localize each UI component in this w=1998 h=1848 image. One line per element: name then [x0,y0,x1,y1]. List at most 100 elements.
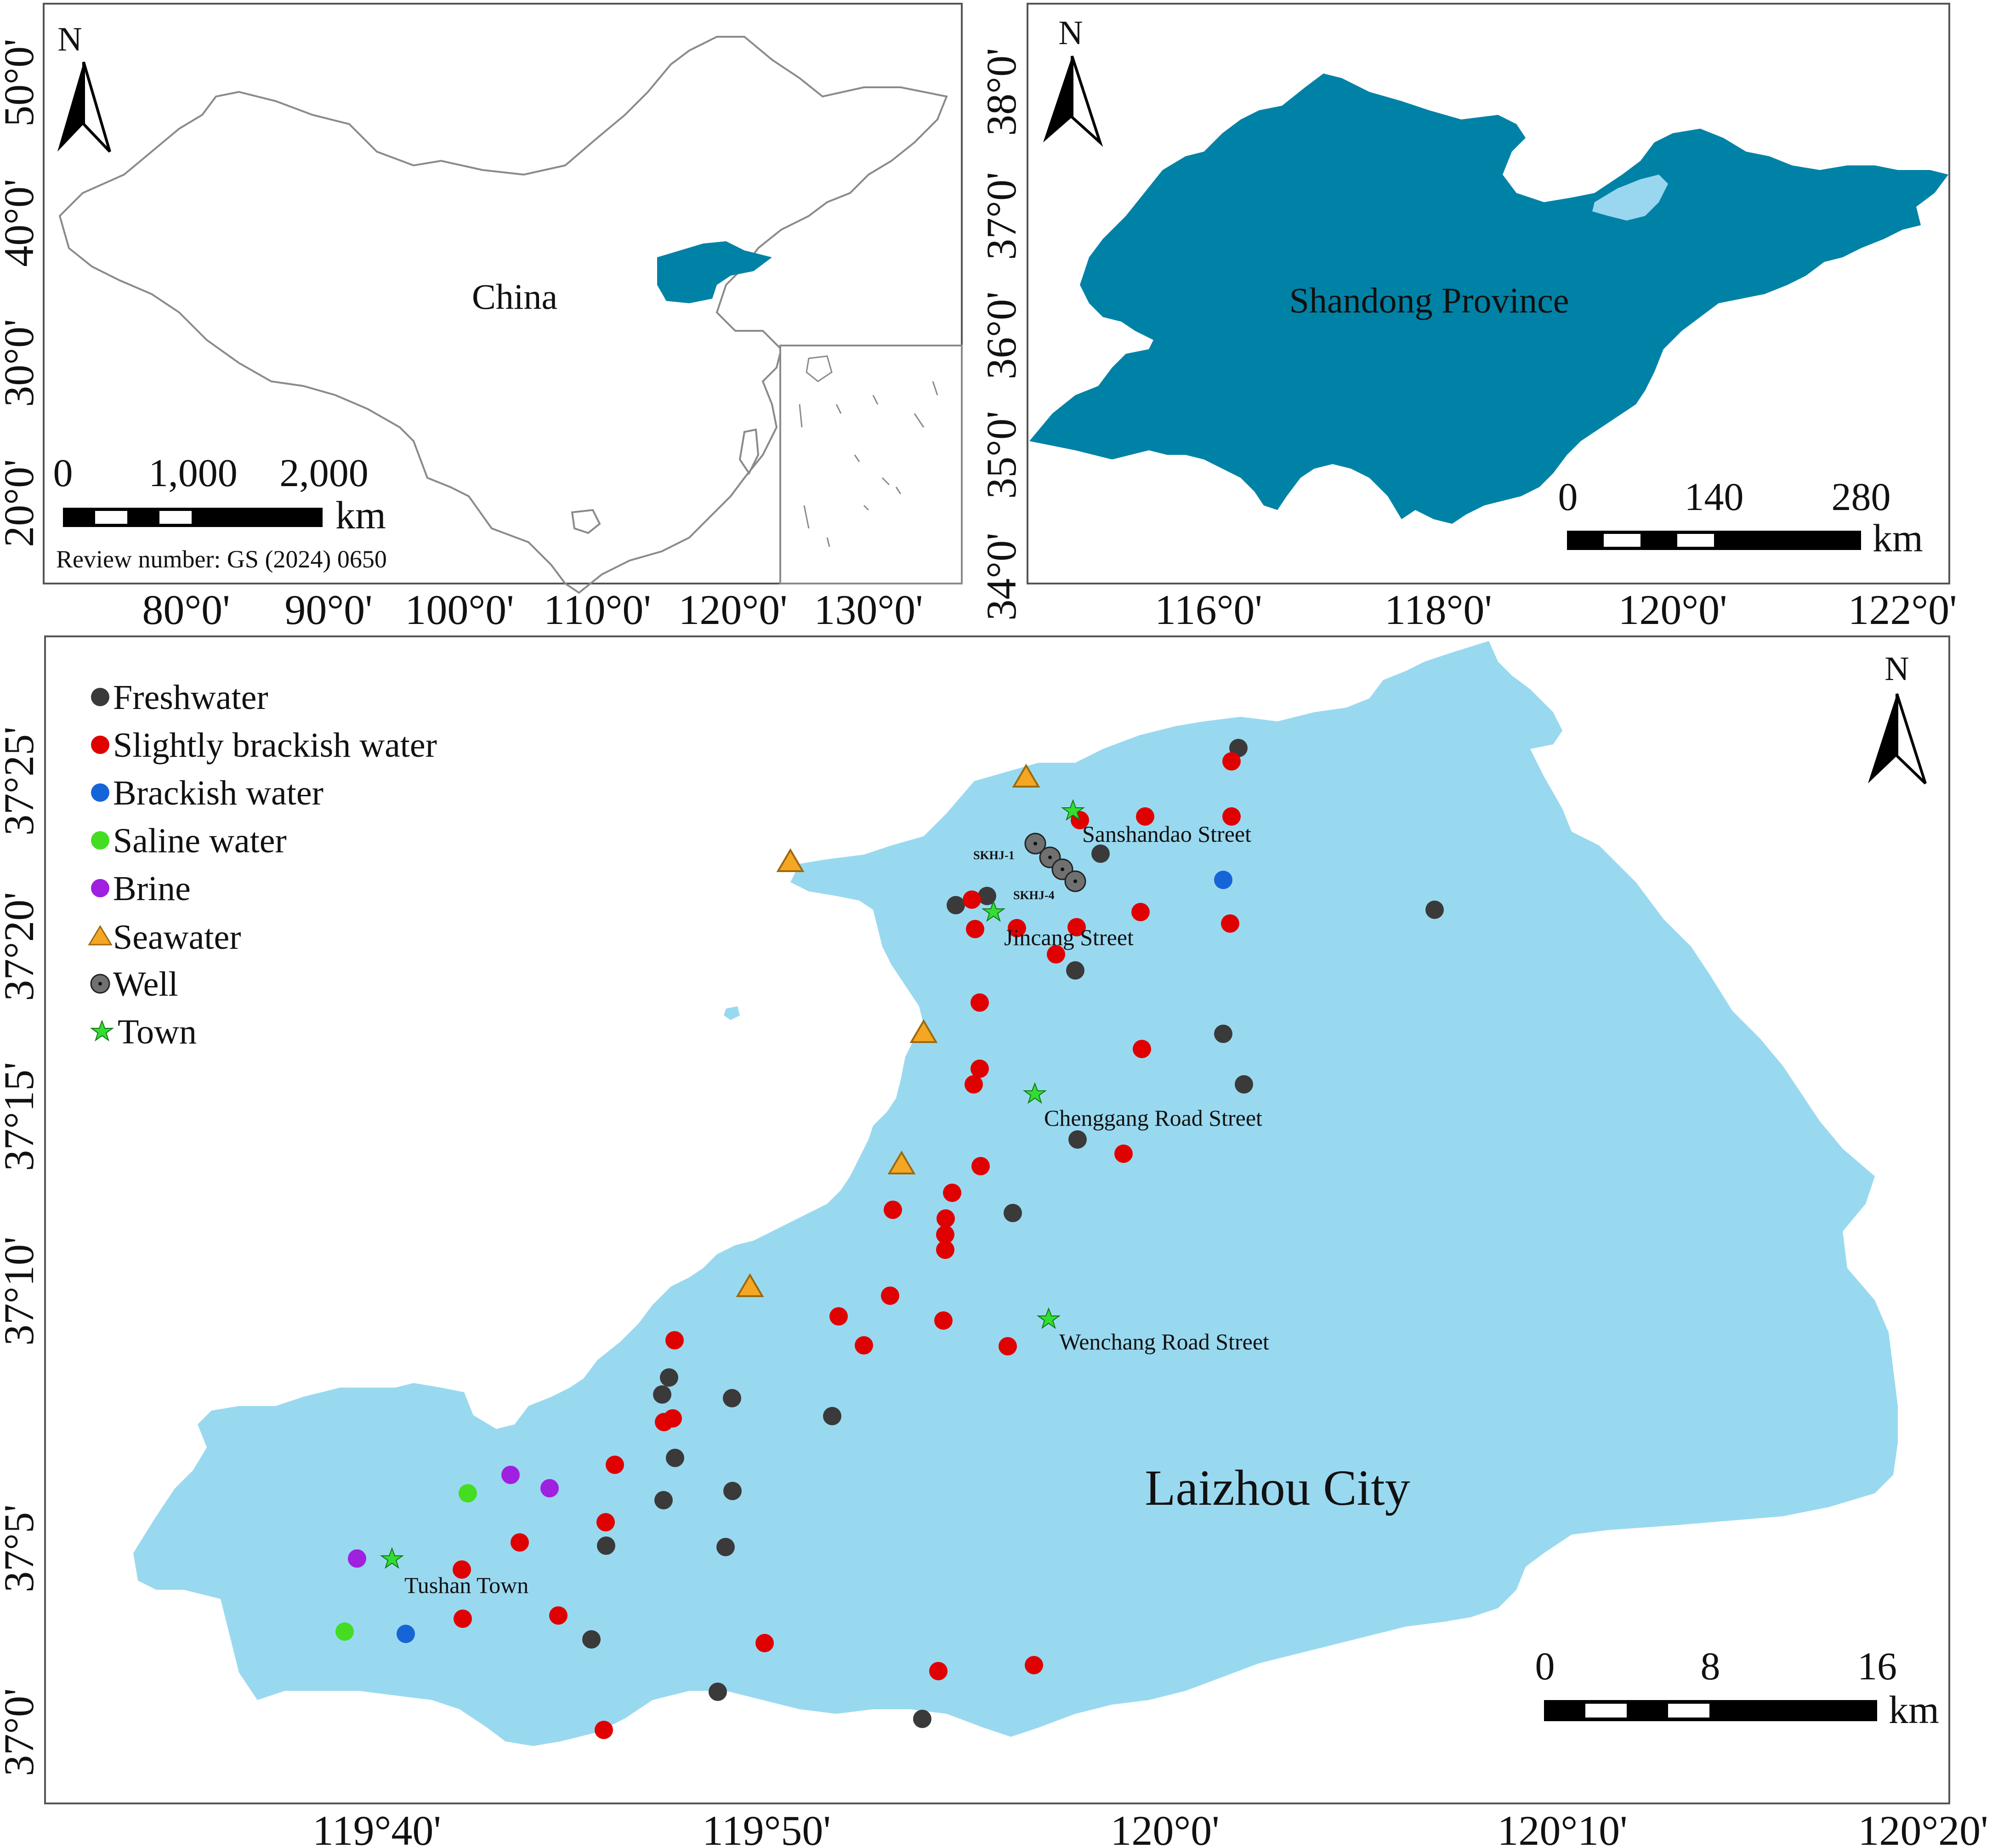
shandong-lat-ticks: 38°0' 37°0' 36°0' 35°0' 34°0' [978,48,1025,620]
laizhou-lat-tick: 37°10' [0,1236,42,1345]
legend-slightly-brackish-marker [91,736,109,754]
china-lon-tick: 100°0' [405,586,514,633]
slightly-brackish-point [971,1060,989,1078]
freshwater-point [1066,961,1084,980]
shandong-lat-tick: 37°0' [978,172,1025,260]
freshwater-point [716,1538,735,1556]
laizhou-lon-tick: 119°50' [702,1807,831,1848]
town-label-tushan: Tushan Town [404,1572,528,1598]
slightly-brackish-point [549,1606,568,1625]
freshwater-point [1425,901,1444,919]
laizhou-lat-ticks: 37°25' 37°20' 37°15' 37°10' 37°5' 37°0' [0,726,42,1776]
slightly-brackish-point [1222,752,1241,771]
freshwater-point [660,1368,678,1387]
slightly-brackish-point [1114,1145,1133,1163]
well-label-skhj-1: SKHJ-1 [973,849,1015,862]
legend-saline-marker [91,831,109,850]
shandong-scale-1: 140 [1685,475,1744,519]
legend-well-dot [98,982,102,986]
slightly-brackish-point [1047,945,1065,964]
town-label-wenchang: Wenchang Road Street [1059,1329,1269,1355]
seawater-point [736,1273,764,1297]
slightly-brackish-point [936,1225,954,1244]
shandong-scale-0: 0 [1558,475,1578,519]
freshwater-point [978,887,996,905]
china-shandong-highlight [657,241,772,303]
slightly-brackish-point [1025,1656,1043,1674]
slightly-brackish-point [755,1634,774,1652]
laizhou-north-arrow: N [1868,650,1927,785]
slightly-brackish-point [665,1331,684,1349]
seawater-point [887,1151,916,1174]
town-label-jincang: Jincang Street [1004,924,1134,950]
slightly-brackish-point [943,1184,961,1202]
town-star-sanshandao [1061,799,1085,821]
slightly-brackish-point [971,1157,990,1175]
china-scale-0: 0 [53,451,73,495]
freshwater-point [913,1710,931,1728]
slightly-brackish-point [1133,1040,1151,1058]
slightly-brackish-point [999,1337,1017,1355]
well-points: SKHJ-1 SKHJ-4 [973,833,1086,902]
slightly-brackish-point [1222,807,1241,826]
seawater-point [1012,764,1040,788]
seawater-point [909,1019,938,1043]
shandong-lon-tick: 118°0' [1385,586,1492,633]
freshwater-point [582,1630,601,1649]
shandong-north-arrow: N [1043,14,1103,147]
freshwater-point [1004,1204,1022,1222]
china-lon-tick: 130°0' [814,586,923,633]
slightly-brackish-point [963,890,981,909]
shandong-lat-tick: 38°0' [978,48,1025,136]
freshwater-point [1214,1025,1232,1043]
laizhou-scale-bar: 0 8 16 km [1535,1644,1939,1732]
china-scale-1: 1,000 [148,451,238,495]
china-lon-tick: 110°0' [544,586,651,633]
china-lat-tick: 40°0' [0,179,42,266]
freshwater-point [823,1407,841,1425]
laizhou-lon-tick: 120°20' [1858,1807,1988,1848]
legend-seawater-label: Seawater [113,918,241,957]
shandong-label: Shandong Province [1289,280,1569,320]
slightly-brackish-point [454,1610,472,1628]
legend-well-label: Well [113,965,178,1003]
town-star-jincang [981,900,1006,922]
freshwater-point [723,1482,742,1500]
shandong-lon-ticks: 116°0' 118°0' 120°0' 122°0' [1155,586,1957,633]
slightly-brackish-point [929,1662,948,1680]
hainan-island [571,509,601,534]
seawater-point [776,848,805,872]
shandong-scale-unit: km [1873,516,1923,560]
china-lat-tick: 30°0' [0,319,42,407]
china-north-arrow: N [57,21,111,153]
seawater-points [736,764,1040,1297]
well-dot [1061,867,1064,871]
well-dot [1033,842,1037,845]
china-lon-tick: 120°0' [678,586,787,633]
laizhou-city-label: Laizhou City [1145,1460,1410,1516]
china-lat-tick: 50°0' [0,39,42,126]
brine-point [348,1549,366,1568]
town-star-wenchang [1036,1307,1061,1329]
well-label-skhj-4: SKHJ-4 [1013,889,1055,902]
town-label-sanshandao: Sanshandao Street [1082,821,1251,847]
freshwater-point [653,1385,671,1404]
shandong-lon-tick: 120°0' [1618,586,1727,633]
shandong-lat-tick: 36°0' [978,291,1025,379]
slightly-brackish-point [596,1513,615,1531]
shandong-lon-tick: 122°0' [1848,586,1957,633]
shandong-lon-tick: 116°0' [1155,586,1262,633]
laizhou-lon-tick: 120°10' [1497,1807,1627,1848]
shandong-lat-tick: 35°0' [978,411,1025,499]
china-lon-ticks: 80°0' 90°0' 100°0' 110°0' 120°0' 130°0' [142,586,923,633]
south-china-sea-inset [779,345,963,584]
freshwater-point [947,896,965,914]
legend-freshwater-label: Freshwater [113,678,268,717]
legend-saline-label: Saline water [113,822,287,860]
legend-brine-label: Brine [113,869,191,908]
slightly-brackish-point [965,1075,983,1094]
laizhou-scale-2: 16 [1857,1644,1897,1688]
panel-shandong: N Shandong Province 0 140 280 km 116°0' … [978,3,1957,633]
laizhou-lat-tick: 37°25' [0,726,42,835]
